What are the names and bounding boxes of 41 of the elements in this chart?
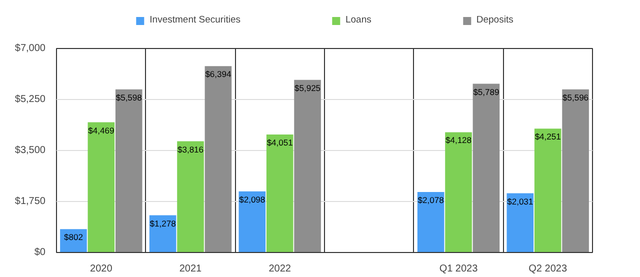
- data-label: $4,128: [446, 135, 472, 146]
- bar: [204, 66, 232, 252]
- data-label: $6,394: [205, 69, 232, 80]
- bar: [266, 134, 294, 252]
- x-tick-label: 2020: [90, 264, 113, 274]
- bar: [115, 89, 142, 252]
- bar: [177, 141, 204, 252]
- data-label: $4,051: [266, 137, 294, 148]
- y-tick-label: $7,000: [14, 43, 46, 54]
- data-label: $5,925: [294, 82, 321, 93]
- bar: [238, 191, 266, 252]
- data-label: $5,596: [562, 92, 589, 102]
- data-label: $2,078: [418, 194, 444, 205]
- legend-label: Investment Securities: [150, 14, 240, 26]
- data-label: $5,789: [473, 86, 500, 97]
- bar: [472, 84, 500, 252]
- bar: [562, 89, 589, 252]
- data-label: $5,598: [116, 92, 142, 102]
- bar: [445, 132, 472, 252]
- data-label: $2,031: [507, 196, 534, 206]
- y-tick-label: $3,500: [14, 145, 46, 156]
- bar: [294, 80, 321, 252]
- data-label: $2,098: [239, 194, 266, 204]
- x-tick-label: Q1 2023: [439, 264, 478, 274]
- x-tick-label: 2021: [179, 264, 202, 274]
- y-tick-label: $0: [34, 247, 46, 258]
- data-label: $4,251: [534, 132, 562, 142]
- legend-label: Loans: [345, 14, 372, 26]
- data-label: $4,469: [88, 125, 114, 136]
- bar: [88, 122, 115, 252]
- x-tick-label: 2022: [268, 264, 292, 274]
- y-tick-label: $1,750: [14, 196, 46, 207]
- y-tick-label: $5,250: [14, 94, 46, 105]
- bar: [534, 128, 562, 252]
- data-label: $3,816: [178, 144, 204, 154]
- data-label: $1,278: [150, 218, 176, 228]
- x-tick-label: Q2 2023: [528, 264, 568, 274]
- legend-label: Deposits: [476, 14, 514, 26]
- data-label: $802: [64, 232, 84, 242]
- bar: [417, 192, 444, 252]
- bar: [506, 193, 534, 252]
